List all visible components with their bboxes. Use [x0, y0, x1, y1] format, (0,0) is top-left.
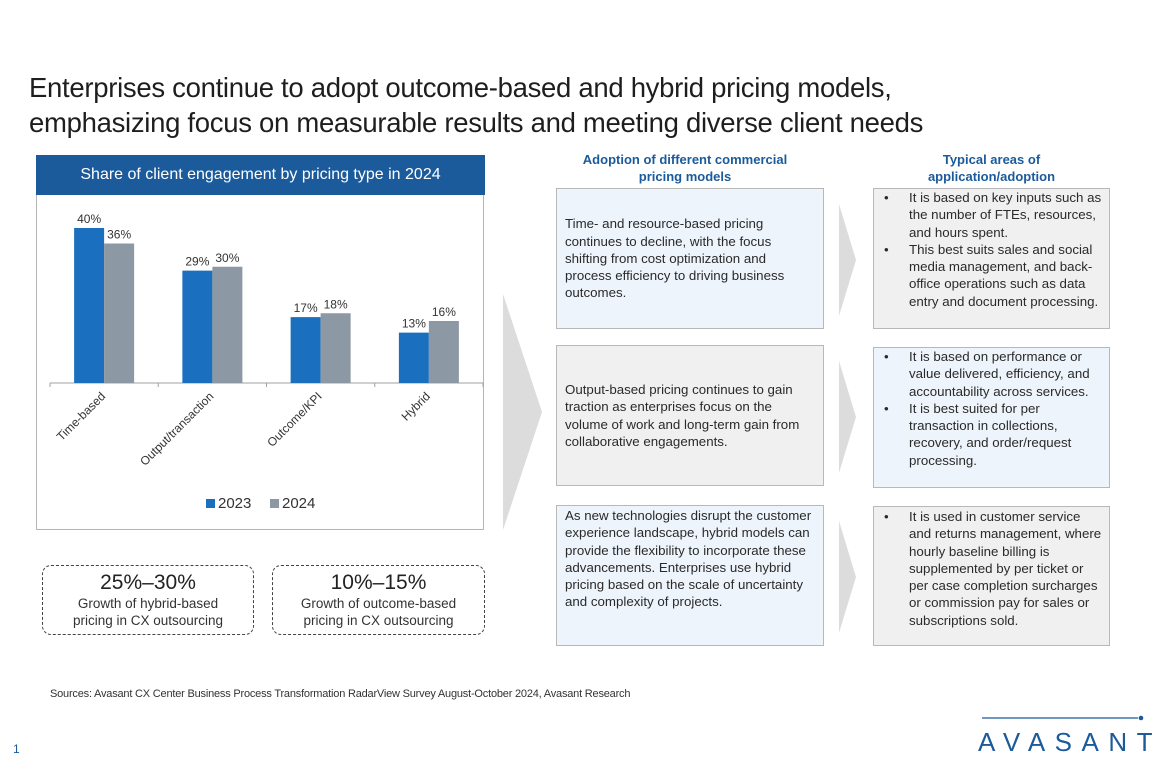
bar-2024-time-based [104, 243, 135, 383]
bullet-icon: • [884, 400, 889, 416]
bullet-icon: • [884, 349, 889, 364]
pricing-model-box-time-based: Time- and resource-based pricing continu… [556, 188, 824, 329]
legend-label-2023: 2023 [218, 495, 251, 512]
bullet-icon: • [884, 190, 889, 205]
callout-label-line-1: Growth of outcome-based [300, 596, 457, 611]
legend-label-2024: 2024 [282, 495, 315, 512]
x-tick-label: Outcome/KPI [264, 389, 324, 449]
bullet-item: • It is based on performance or value del… [878, 348, 1103, 400]
data-label: 30% [215, 251, 239, 265]
chevron-arrow-icon [839, 204, 856, 316]
bullet-item: • It is best suited for per transaction i… [878, 400, 1103, 469]
large-chevron-arrow-icon [503, 294, 542, 530]
chevron-arrow-icon [839, 361, 856, 473]
x-tick-label: Hybrid [399, 389, 433, 423]
bar-2024-output-transaction [212, 266, 243, 383]
callout-label-line-1: Growth of hybrid-based [77, 596, 219, 611]
bullet-text: It is based on performance or value deli… [909, 349, 1090, 399]
slide-title: Enterprises continue to adopt outcome-ba… [29, 70, 1089, 140]
application-box-time-based: • It is based on key inputs such as the n… [873, 188, 1110, 329]
avasant-logo: AVASANT [978, 713, 1152, 757]
right-column-heading: Typical areas of application/adoption [873, 151, 1110, 185]
bullet-icon: • [884, 241, 889, 257]
x-tick-label: Output/transaction [137, 389, 216, 468]
data-label: 18% [324, 297, 348, 311]
bar-chart: 40% 36% Time-based 29% 30% Output/transaction… [49, 212, 484, 512]
pricing-model-box-output-based: Output-based pricing continues to gain t… [556, 345, 824, 486]
callout-value: 25%–30% [100, 571, 196, 594]
callout-label-line-2: pricing in CX outsourcing [303, 613, 454, 628]
middle-column-heading: Adoption of different commercial pricing… [556, 151, 814, 185]
chevron-arrow-icon [839, 521, 856, 633]
logo-line-icon [982, 715, 1144, 721]
application-box-output-based: • It is based on performance or value del… [873, 347, 1110, 488]
pricing-model-text: Time- and resource-based pricing continu… [565, 216, 785, 301]
data-label: 36% [107, 228, 131, 242]
right-heading-line-1: Typical areas of [942, 152, 1041, 167]
middle-heading-line-1: Adoption of different commercial [582, 152, 788, 167]
callout-value: 10%–15% [330, 571, 427, 594]
bar-2023-hybrid [398, 332, 429, 383]
bar-2023-outcome-kpi [290, 317, 321, 383]
application-box-hybrid: • It is used in customer service and retu… [873, 506, 1110, 646]
logo-text: AVASANT [978, 727, 1152, 757]
slide-title-line-2: emphasizing focus on measurable results … [29, 107, 924, 138]
bar-2023-output-transaction [182, 270, 213, 383]
bullet-text: This best suits sales and social media m… [909, 241, 1099, 309]
bar-2024-outcome-kpi [320, 313, 351, 383]
pricing-model-text: As new technologies disrupt the customer… [565, 508, 812, 610]
callout-hybrid-growth: 25%–30% Growth of hybrid-based pricing i… [42, 565, 254, 635]
right-heading-line-2: application/adoption [927, 169, 1056, 184]
data-label: 29% [185, 255, 209, 269]
chart-frame [36, 155, 484, 530]
bullet-text: It is based on key inputs such as the nu… [909, 190, 1102, 240]
data-label: 13% [402, 317, 426, 331]
chart-title-banner: Share of client engagement by pricing ty… [36, 155, 485, 195]
callout-label-line-2: pricing in CX outsourcing [72, 613, 224, 628]
page-number: 1 [13, 742, 20, 756]
bullet-item: • This best suits sales and social media … [878, 241, 1103, 310]
callout-outcome-growth: 10%–15% Growth of outcome-based pricing … [272, 565, 485, 635]
bar-2023-time-based [74, 228, 105, 383]
pricing-model-text: Output-based pricing continues to gain t… [565, 381, 800, 449]
bullet-item: • It is based on key inputs such as the n… [878, 189, 1103, 241]
sources-footnote: Sources: Avasant CX Center Business Proc… [50, 688, 631, 700]
legend-swatch-2024 [270, 499, 279, 508]
slide-title-line-1: Enterprises continue to adopt outcome-ba… [29, 72, 892, 103]
data-label: 17% [294, 301, 318, 315]
x-tick-label: Time-based [54, 389, 108, 443]
bullet-text: It is used in customer service and retur… [909, 509, 1102, 628]
legend-swatch-2023 [206, 499, 215, 508]
data-label: 40% [77, 212, 101, 226]
bullet-text: It is best suited for per transaction in… [909, 400, 1072, 468]
bullet-item: • It is used in customer service and retu… [878, 508, 1103, 629]
bullet-icon: • [884, 509, 889, 524]
data-label: 16% [432, 305, 456, 319]
pricing-model-box-hybrid: As new technologies disrupt the customer… [556, 505, 824, 646]
middle-heading-line-2: pricing models [638, 169, 732, 184]
bar-2024-hybrid [428, 321, 459, 383]
